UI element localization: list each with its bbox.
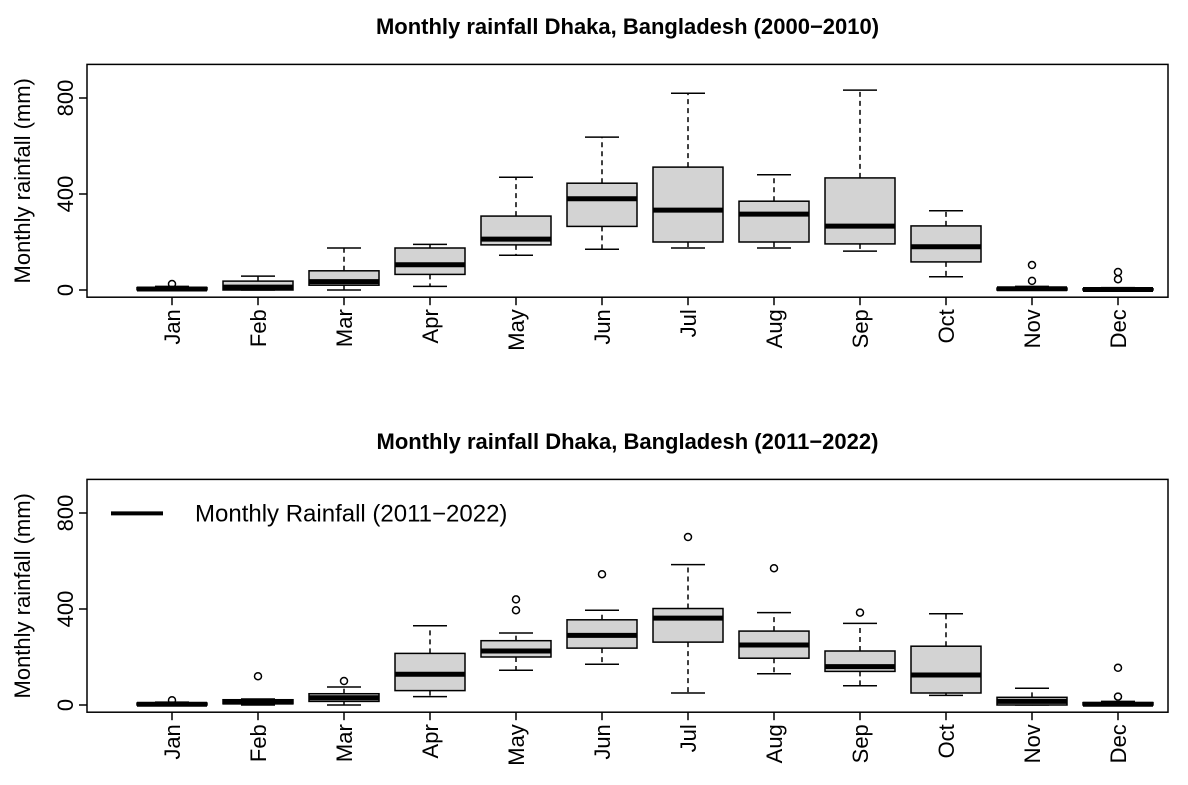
x-tick-label: May (504, 724, 529, 766)
x-tick-label: Mar (332, 724, 357, 762)
outlier (167, 695, 177, 705)
x-tick-label: Dec (1106, 309, 1131, 348)
chart-title: Monthly rainfall Dhaka, Bangladesh (2011… (377, 429, 879, 454)
outlier (1027, 276, 1037, 286)
x-tick-label: Jul (676, 724, 701, 752)
outlier (1113, 692, 1123, 701)
y-tick-label: 0 (53, 699, 78, 711)
y-axis-label: Monthly rainfall (mm) (10, 78, 35, 283)
chart-title: Monthly rainfall Dhaka, Bangladesh (2000… (376, 14, 879, 39)
x-tick-label: Feb (246, 724, 271, 762)
outlier (167, 279, 177, 289)
x-tick-label: Feb (246, 309, 271, 347)
x-tick-label: Aug (762, 724, 787, 763)
x-tick-label: Nov (1020, 724, 1045, 763)
outlier (597, 569, 607, 579)
outlier (855, 608, 865, 617)
outlier (1113, 663, 1123, 673)
plot-frame (86, 63, 1169, 298)
box (738, 200, 810, 243)
x-tick-label: Apr (418, 309, 443, 343)
x-tick-label: Dec (1106, 724, 1131, 763)
outlier (1113, 267, 1123, 277)
outlier (511, 595, 521, 604)
y-tick-label: 0 (53, 284, 78, 296)
outlier (1113, 274, 1123, 284)
outlier (339, 676, 349, 686)
x-tick-label: Sep (848, 309, 873, 348)
x-tick-label: Jan (160, 309, 185, 344)
box (824, 177, 896, 245)
y-axis-label: Monthly rainfall (mm) (10, 493, 35, 698)
y-tick-label: 800 (53, 80, 78, 117)
x-tick-label: Jun (590, 724, 615, 759)
x-tick-label: Sep (848, 724, 873, 763)
x-tick-label: Jan (160, 724, 185, 759)
y-tick-label: 800 (53, 495, 78, 532)
box (394, 247, 466, 276)
x-tick-label: Oct (934, 724, 959, 758)
x-tick-label: Nov (1020, 309, 1045, 348)
x-tick-label: May (504, 309, 529, 351)
box (652, 607, 724, 643)
outlier (253, 671, 263, 681)
outlier (769, 563, 779, 573)
y-tick-label: 400 (53, 591, 78, 628)
x-tick-label: Apr (418, 724, 443, 758)
plot-frame (86, 478, 1169, 713)
x-tick-label: Aug (762, 309, 787, 348)
box (566, 182, 638, 228)
outlier (683, 532, 693, 542)
box (910, 645, 982, 694)
outlier (511, 605, 521, 615)
legend-label: Monthly Rainfall (2011−2022) (195, 500, 507, 527)
x-tick-label: Jul (676, 309, 701, 337)
outlier (1027, 260, 1037, 270)
y-tick-label: 400 (53, 176, 78, 213)
x-tick-label: Mar (332, 309, 357, 347)
box (652, 166, 724, 243)
x-tick-label: Oct (934, 309, 959, 343)
box (910, 225, 982, 263)
x-tick-label: Jun (590, 309, 615, 344)
